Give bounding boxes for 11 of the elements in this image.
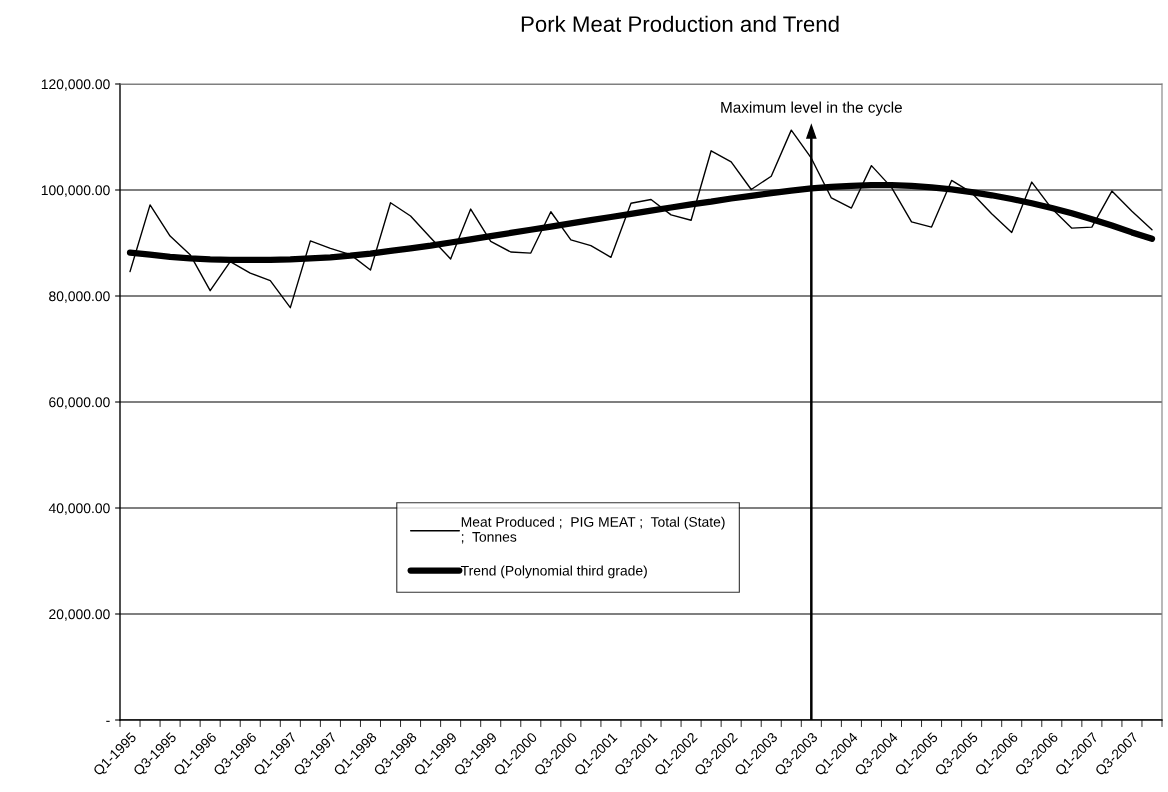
y-tick-label: 40,000.00 <box>48 503 110 515</box>
legend-label: Trend (Polynomial third grade) <box>460 565 647 579</box>
y-tick-label: 120,000.00 <box>41 79 110 91</box>
y-tick-label: 80,000.00 <box>49 291 110 303</box>
ref-line-label: Maximum level in the cycle <box>721 101 902 116</box>
y-tick-label: 20,000.00 <box>49 609 110 621</box>
chart-title: Pork Meat Production and Trend <box>521 15 839 32</box>
legend-label: Meat Produced ; PIG MEAT ; Total (State) ; Tonnes <box>461 516 725 544</box>
y-tick-label: 60,000.00 <box>49 397 110 409</box>
y-tick-label: - <box>106 720 110 722</box>
y-tick-label: 100,000.00 <box>41 185 110 197</box>
